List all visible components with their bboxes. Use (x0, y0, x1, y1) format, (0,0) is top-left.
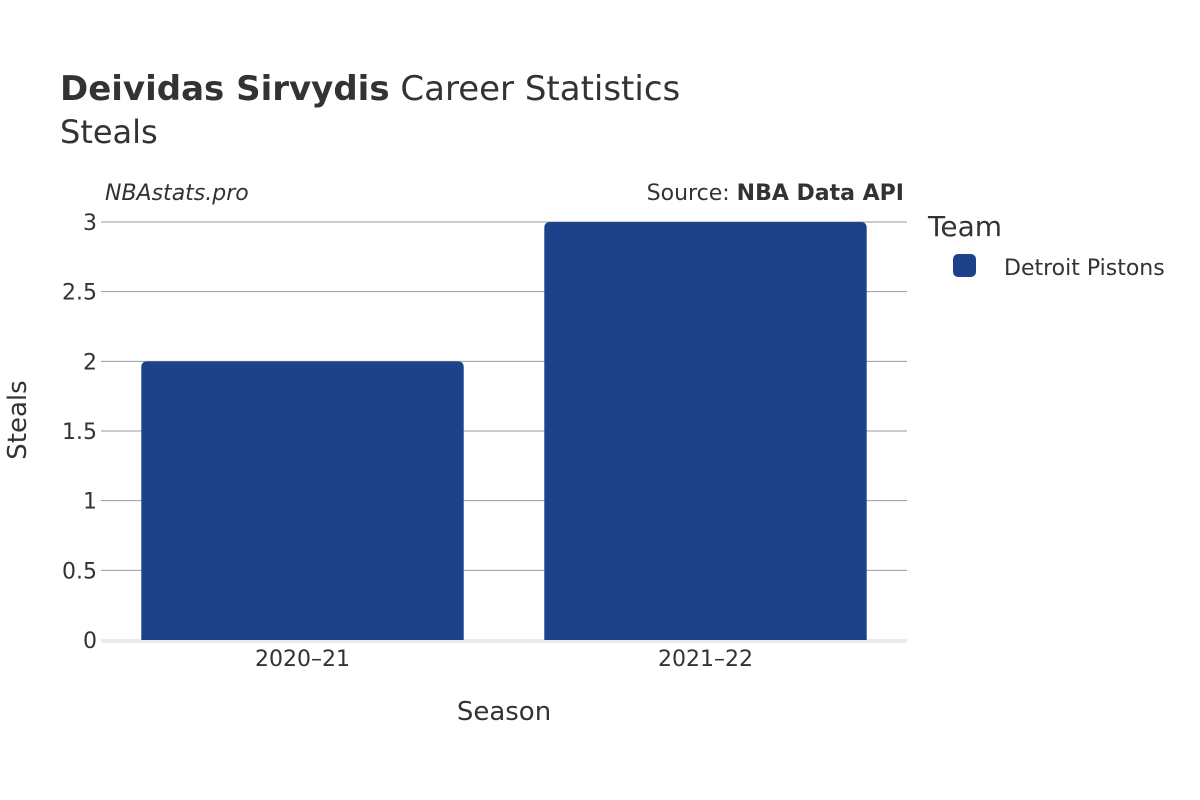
legend-items: Detroit Pistons (953, 254, 1165, 281)
y-tick-label: 0 (83, 629, 97, 654)
legend-title: Team (927, 210, 1002, 243)
source-prefix: Source: (647, 181, 730, 206)
svg-text:Deividas Sirvydis Career: Deividas Sirvydis Career Statistics (60, 69, 680, 109)
y-tick-label: 2 (83, 350, 97, 375)
y-tick-label: 0.5 (62, 559, 97, 584)
y-axis-ticks: 0 0.5 1 1.5 2 2.5 3 (62, 211, 97, 654)
x-axis-ticks: 2020–21 2021–22 (255, 647, 753, 672)
y-tick-label: 1 (83, 490, 97, 515)
chart-subtitle: Steals (60, 113, 158, 151)
source-name: NBA Data API (737, 181, 904, 206)
watermark: NBAstats.pro (105, 181, 249, 206)
title-suffix: Career Statistics (400, 69, 680, 109)
source-credit: Source: NBA Data API (647, 181, 904, 206)
x-tick-label: 2020–21 (255, 647, 350, 672)
bar (544, 222, 867, 640)
player-name: Deividas Sirvydis (60, 69, 390, 109)
legend-swatch (953, 254, 976, 277)
y-tick-label: 1.5 (62, 420, 97, 445)
x-tick-label: 2021–22 (658, 647, 753, 672)
y-tick-label: 2.5 (62, 281, 97, 306)
x-axis-title: Season (457, 697, 551, 727)
chart-title: Deividas Sirvydis Career Statistics Stea… (60, 69, 680, 151)
bars (141, 222, 867, 640)
y-axis-title: Steals (3, 380, 33, 459)
y-tick-label: 3 (83, 211, 97, 236)
legend: Team Detroit Pistons (927, 210, 1165, 281)
legend-label: Detroit Pistons (1004, 256, 1165, 281)
bar (141, 361, 464, 640)
